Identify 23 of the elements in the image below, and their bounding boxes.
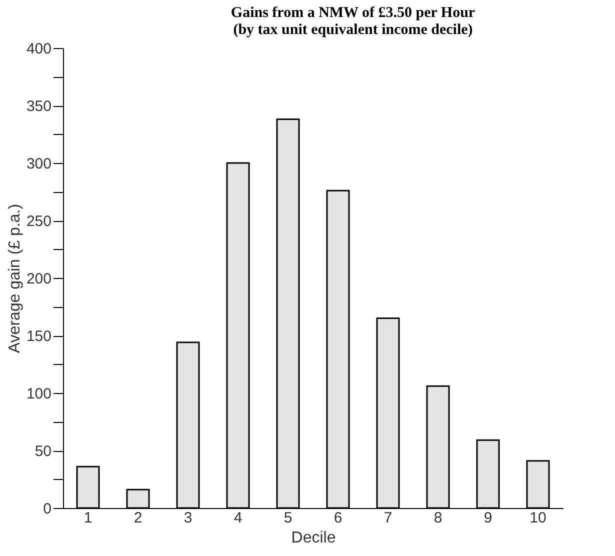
text: (by tax unit equivalent income decile) bbox=[233, 22, 473, 38]
y-tick-label: 0 bbox=[43, 500, 52, 518]
x-axis-title: Decile bbox=[291, 530, 336, 546]
x-tick-label: 6 bbox=[334, 510, 342, 526]
x-tick-label: 2 bbox=[134, 510, 142, 526]
y-tick-label: 50 bbox=[34, 443, 52, 460]
x-tick-label: 4 bbox=[234, 510, 242, 526]
x-tick-label: 3 bbox=[184, 510, 192, 526]
x-tick-label: 1 bbox=[84, 510, 92, 526]
x-tick-label: 10 bbox=[530, 510, 546, 526]
y-tick-label: 250 bbox=[26, 213, 52, 230]
text: Gains from a NMW of £3.50 per Hour bbox=[230, 5, 476, 21]
x-tick-label: 9 bbox=[484, 510, 492, 526]
y-tick-label: 350 bbox=[26, 98, 52, 115]
y-tick-label: 150 bbox=[26, 328, 52, 345]
y-axis-title: Average gain (£ p.a.) bbox=[6, 204, 24, 354]
x-tick-label: 5 bbox=[284, 510, 292, 526]
y-tick-label: 200 bbox=[26, 270, 52, 288]
y-tick-label: 400 bbox=[26, 40, 52, 58]
y-tick-label: 300 bbox=[26, 156, 52, 172]
x-tick-label: 7 bbox=[384, 510, 392, 526]
x-tick-label: 8 bbox=[434, 510, 442, 526]
y-tick-label: 100 bbox=[26, 386, 52, 402]
